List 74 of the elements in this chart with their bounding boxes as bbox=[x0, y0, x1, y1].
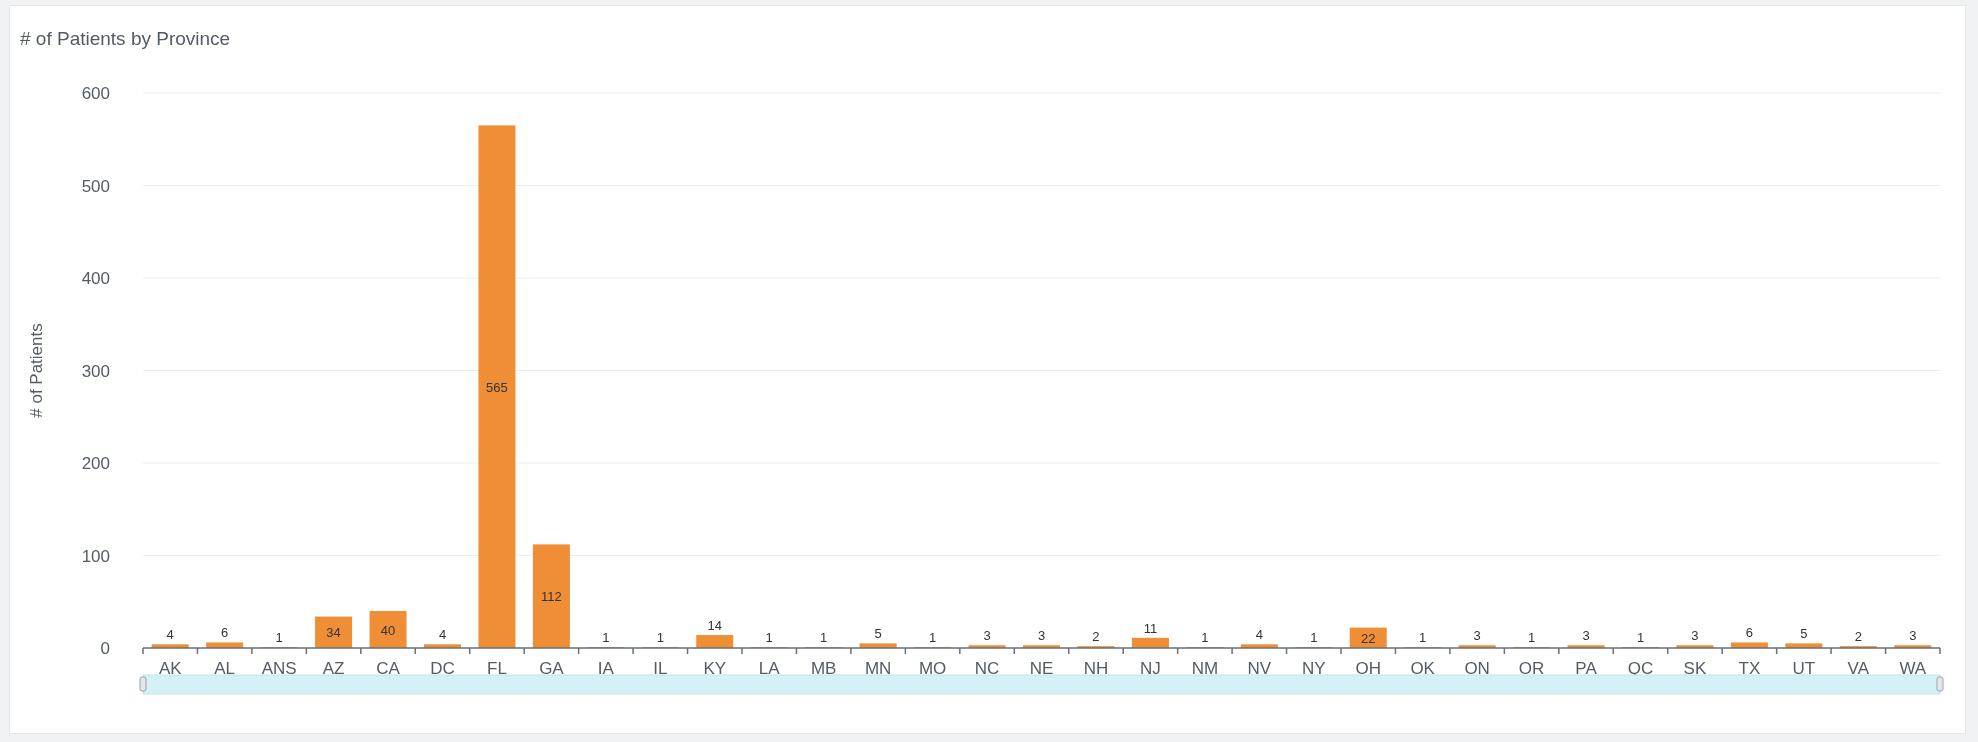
data-label: 1 bbox=[928, 630, 937, 646]
x-tick-label: NC bbox=[974, 659, 1000, 678]
x-tick-label: ON bbox=[1464, 659, 1490, 678]
y-tick-label: 600 bbox=[81, 84, 110, 103]
x-tick-label: KY bbox=[703, 659, 727, 678]
data-label: 2 bbox=[1092, 629, 1100, 645]
y-tick-label: 100 bbox=[81, 546, 110, 566]
data-label: 5 bbox=[874, 626, 882, 642]
x-tick-label: NJ bbox=[1140, 659, 1161, 678]
data-label: 1 bbox=[1527, 630, 1536, 646]
x-tick-label: DC bbox=[430, 659, 455, 678]
x-tick-label: MO bbox=[918, 659, 947, 678]
x-tick-label: LA bbox=[758, 659, 781, 678]
x-tick-label: IL bbox=[653, 659, 668, 678]
y-tick-label: 300 bbox=[81, 361, 110, 381]
x-tick-label: NM bbox=[1191, 659, 1219, 678]
data-label: 1 bbox=[1636, 630, 1645, 646]
data-label: 4 bbox=[438, 627, 447, 643]
chart-title: # of Patients by Province bbox=[20, 28, 231, 49]
x-tick-label: OH bbox=[1355, 659, 1381, 678]
x-tick-label: IA bbox=[597, 659, 615, 678]
x-tick-label: MB bbox=[810, 659, 837, 678]
x-tick-label: OK bbox=[1410, 659, 1436, 678]
x-tick-label: AK bbox=[158, 659, 183, 678]
x-tick-label: PA bbox=[1575, 659, 1598, 678]
data-label: 22 bbox=[1360, 630, 1376, 646]
data-label: 3 bbox=[1909, 628, 1917, 644]
x-tick-label: UT bbox=[1792, 659, 1816, 678]
data-label: 14 bbox=[707, 618, 723, 634]
data-label: 1 bbox=[602, 630, 610, 646]
data-label: 1 bbox=[275, 630, 283, 646]
x-tick-label: MN bbox=[864, 659, 892, 678]
data-label: 1 bbox=[1310, 630, 1318, 646]
x-tick-label: SK bbox=[1683, 659, 1707, 678]
data-label: 5 bbox=[1800, 626, 1808, 642]
data-label: 1 bbox=[656, 630, 664, 646]
x-tick-label: VA bbox=[1847, 659, 1870, 678]
x-tick-label: FL bbox=[487, 659, 507, 678]
x-tick-label: OR bbox=[1518, 659, 1545, 678]
data-label: 6 bbox=[221, 625, 229, 641]
y-tick-label: 200 bbox=[81, 454, 110, 473]
x-tick-label: AZ bbox=[322, 659, 345, 678]
data-label: 1 bbox=[820, 630, 828, 646]
data-label: 3 bbox=[1582, 628, 1590, 644]
data-label: 3 bbox=[1691, 628, 1699, 644]
x-tick-label: NH bbox=[1083, 659, 1109, 678]
x-tick-label: NE bbox=[1029, 659, 1054, 678]
data-label: 40 bbox=[380, 622, 396, 638]
data-label: 4 bbox=[1255, 627, 1263, 643]
y-tick-label: 400 bbox=[81, 269, 110, 288]
data-label: 3 bbox=[1037, 628, 1046, 644]
y-tick-label: 0 bbox=[100, 639, 110, 658]
x-tick-label: WA bbox=[1899, 659, 1927, 678]
data-label: 565 bbox=[486, 379, 508, 395]
y-axis-title: # of Patients bbox=[27, 323, 46, 418]
data-label: 3 bbox=[1473, 628, 1481, 644]
data-label: 1 bbox=[1419, 630, 1427, 646]
x-tick-label: GA bbox=[539, 659, 565, 678]
data-label: 4 bbox=[166, 627, 174, 643]
data-label: 1 bbox=[1201, 630, 1209, 646]
data-label: 2 bbox=[1854, 629, 1862, 645]
data-label: 3 bbox=[983, 628, 991, 644]
y-tick-label: 500 bbox=[81, 176, 110, 196]
data-label: 11 bbox=[1143, 620, 1158, 636]
data-label: 34 bbox=[326, 625, 341, 641]
x-tick-label: NV bbox=[1247, 659, 1272, 678]
data-label: 1 bbox=[765, 630, 773, 646]
data-label: 112 bbox=[541, 589, 562, 605]
x-tick-label: AL bbox=[214, 659, 236, 678]
x-tick-label: CA bbox=[376, 659, 401, 678]
x-tick-label: ANS bbox=[261, 659, 297, 678]
data-label: 6 bbox=[1745, 625, 1754, 641]
x-tick-label: TX bbox=[1738, 659, 1761, 678]
x-tick-label: NY bbox=[1301, 659, 1326, 678]
